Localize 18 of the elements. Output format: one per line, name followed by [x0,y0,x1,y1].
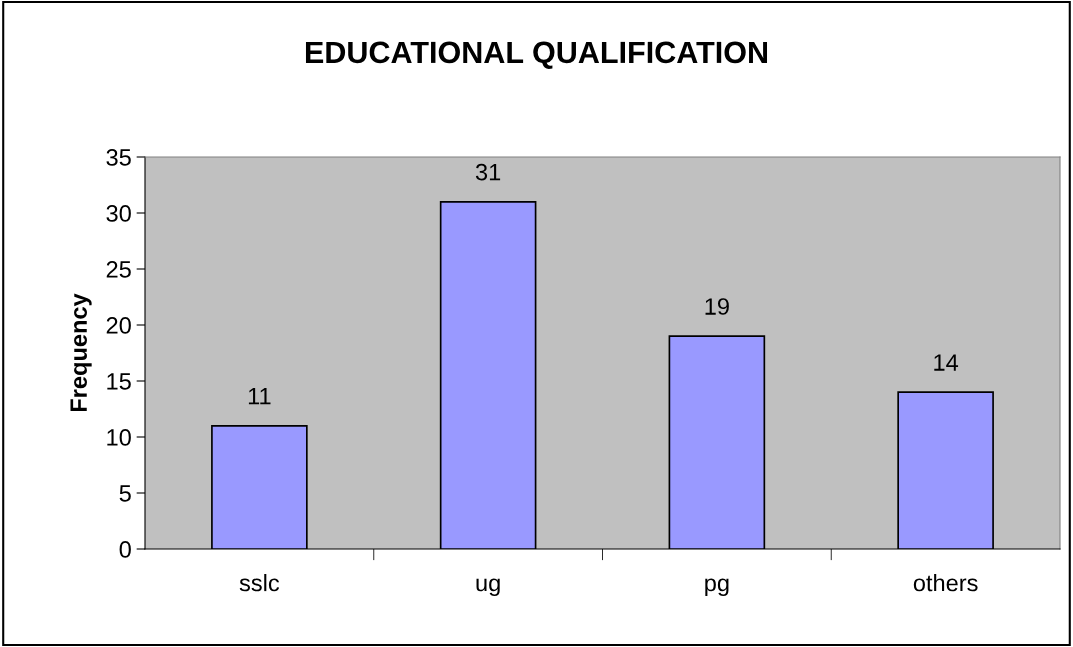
y-tick-label: 20 [106,317,131,334]
data-label: 11 [248,387,271,405]
data-label: 14 [934,354,959,371]
x-tick-label: ug [476,578,500,597]
y-tick-label: 30 [106,205,131,222]
y-tick-label: 5 [119,485,131,502]
y-axis-title: Frequency [70,293,92,412]
x-tick-label: others [913,574,978,592]
x-tick-label: sslc [239,574,280,592]
x-tick-label: pg [705,578,729,597]
y-tick-label: 35 [106,149,131,166]
data-label: 19 [705,298,729,315]
data-label: 31 [475,163,501,181]
chart-title: EDUCATIONAL QUALIFICATION [305,41,768,69]
y-tick-label: 15 [107,373,131,390]
y-tick-label: 10 [107,429,131,446]
y-tick-label: 25 [106,261,131,278]
y-tick-label: 0 [119,541,131,558]
